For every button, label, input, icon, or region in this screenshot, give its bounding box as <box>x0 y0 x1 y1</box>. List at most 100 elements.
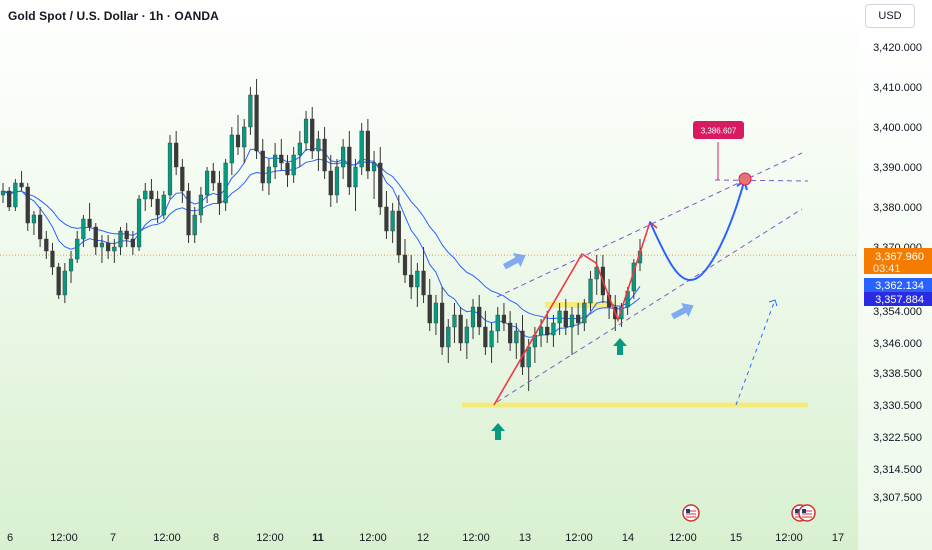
candle-up <box>297 142 302 156</box>
candle-up <box>242 126 247 148</box>
candle-up <box>198 194 204 216</box>
candle-up <box>495 314 500 332</box>
candle-down <box>235 134 241 148</box>
candle-up <box>303 118 309 144</box>
candle-up <box>273 154 278 168</box>
candle-up <box>248 94 253 128</box>
x-tick-label: 12:00 <box>256 532 284 544</box>
countdown-text: 03:41 <box>873 263 901 275</box>
candle-down <box>508 322 513 344</box>
x-tick-label: 6 <box>7 532 13 544</box>
candle-up <box>569 314 575 328</box>
candle-down <box>310 118 315 152</box>
candle-up <box>167 142 173 196</box>
candle-up <box>0 190 6 196</box>
flag-canton <box>802 509 806 513</box>
candle-down <box>155 198 160 216</box>
candle-up <box>31 214 37 224</box>
candle-down <box>365 130 370 172</box>
candle-up <box>136 198 142 248</box>
x-tick-label: 15 <box>730 532 742 544</box>
candle-down <box>409 274 414 288</box>
candle-down <box>260 150 265 184</box>
x-tick-label: 11 <box>312 532 324 544</box>
candle-down <box>180 166 185 192</box>
candle-up <box>470 306 476 328</box>
candle-down <box>483 326 488 348</box>
projection-dashed-line <box>735 299 776 406</box>
candle-up <box>415 270 420 288</box>
candle-up <box>143 190 148 200</box>
ma-fast-tag <box>864 278 932 292</box>
x-tick-label: 12 <box>417 532 429 544</box>
y-tick-label: 3,390.000 <box>873 162 922 174</box>
candle-up <box>229 134 234 164</box>
x-tick-label: 12:00 <box>775 532 803 544</box>
candle-down <box>56 266 61 296</box>
x-tick-label: 17 <box>832 532 844 544</box>
candle-up <box>68 258 74 272</box>
candle-down <box>19 182 24 188</box>
candle-up <box>359 130 364 168</box>
y-tick-label: 3,400.000 <box>873 122 922 134</box>
candle-down <box>576 314 581 324</box>
candle-up <box>192 214 197 236</box>
flag-canton <box>686 509 690 513</box>
y-tick-label: 3,307.500 <box>873 492 922 504</box>
up-arrow-icon <box>613 338 627 355</box>
x-tick-label: 12:00 <box>669 532 697 544</box>
candle-down <box>458 314 463 344</box>
candle-up <box>223 162 228 204</box>
candle-up <box>99 242 105 248</box>
candle-down <box>402 254 408 276</box>
candle-up <box>390 210 395 232</box>
candle-down <box>124 230 129 240</box>
y-tick-label: 3,330.500 <box>873 400 922 412</box>
candle-up <box>291 154 296 176</box>
y-tick-label: 3,410.000 <box>873 82 922 94</box>
ma-slow-line <box>2 158 641 320</box>
us-event-icon <box>798 504 816 522</box>
support-zone-small <box>545 302 615 308</box>
candle-up <box>112 246 117 252</box>
y-tick-label: 3,380.000 <box>873 202 922 214</box>
candle-up <box>81 218 86 240</box>
candle-up <box>433 302 439 324</box>
candle-down <box>545 326 550 336</box>
x-tick-label: 12:00 <box>50 532 78 544</box>
candle-up <box>341 146 346 168</box>
ma-fast-value: 3,362.134 <box>875 280 924 292</box>
candle-down <box>285 162 290 176</box>
candle-down <box>149 190 154 200</box>
candle-down <box>439 302 445 348</box>
candle-up <box>13 182 18 208</box>
candle-down <box>186 190 191 236</box>
candle-up <box>353 166 358 188</box>
y-tick-label: 3,338.500 <box>873 368 922 380</box>
x-tick-label: 12:00 <box>462 532 490 544</box>
x-tick-label: 12:00 <box>565 532 593 544</box>
up-arrow-icon <box>491 423 505 440</box>
ma-slow-value: 3,357.884 <box>875 294 924 306</box>
candle-up <box>161 194 166 216</box>
y-tick-label: 3,354.000 <box>873 306 922 318</box>
candle-up <box>452 314 457 328</box>
candle-up <box>62 270 67 296</box>
us-event-icon <box>682 504 700 522</box>
candle-up <box>514 330 519 344</box>
candle-down <box>328 170 333 196</box>
currency-button[interactable]: USD <box>865 4 915 28</box>
candle-up <box>266 166 272 184</box>
candle-up <box>557 310 562 324</box>
candle-up <box>334 166 340 196</box>
last-price-tag <box>864 248 932 274</box>
candle-up <box>118 230 123 248</box>
candle-down <box>7 190 12 208</box>
candle-down <box>501 314 507 324</box>
candle-up <box>316 138 321 152</box>
channel-lower-line <box>496 208 803 403</box>
x-tick-label: 14 <box>622 532 634 544</box>
axis-background <box>858 0 932 550</box>
x-tick-label: 12:00 <box>153 532 181 544</box>
